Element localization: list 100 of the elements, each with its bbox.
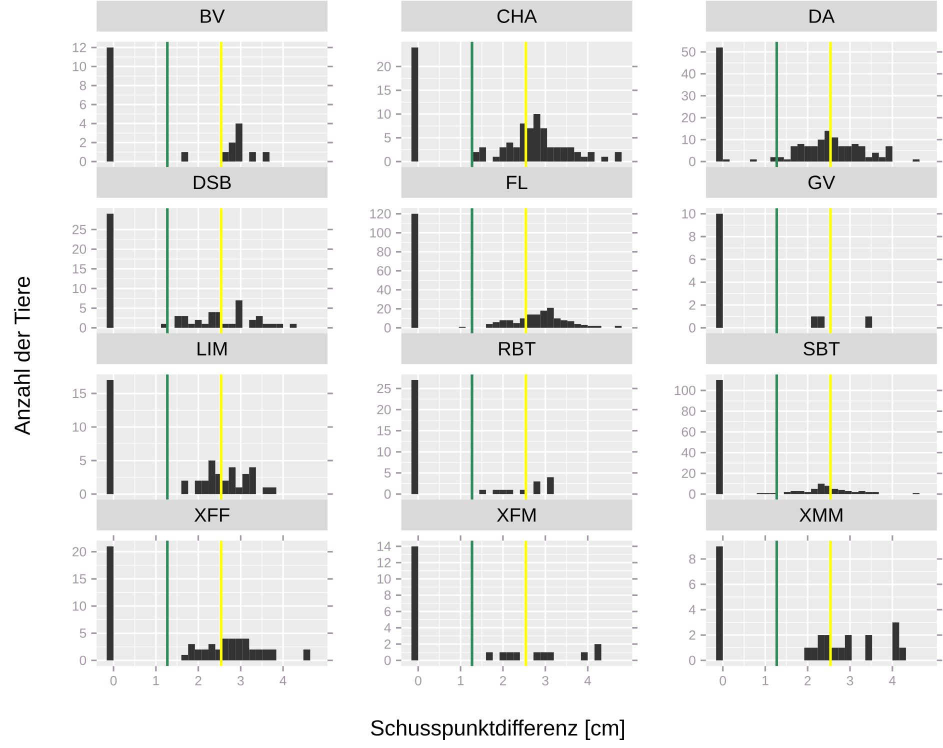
y-tick-label: 60: [682, 427, 696, 437]
y-tick-label: 60: [377, 266, 391, 276]
y-tick-label: 15: [72, 264, 86, 274]
x-tick-label: 2: [500, 676, 506, 686]
y-tick-label: 25: [72, 224, 86, 234]
y-tick-label: 8: [384, 590, 391, 600]
y-tick-label: 5: [80, 628, 86, 638]
y-tick-label: 15: [378, 426, 391, 436]
y-tick-label: 6: [689, 580, 696, 590]
y-tick-label: 20: [377, 405, 391, 414]
x-tick-label: 1: [153, 676, 159, 686]
x-tick-label: 2: [195, 676, 202, 686]
y-tick-label: 5: [384, 133, 391, 143]
x-tick-label: 2: [804, 676, 811, 686]
y-tick-label: 4: [384, 623, 391, 632]
chart-title: FL: [507, 176, 528, 190]
y-axis-title: Anzahl der Tiere: [14, 276, 30, 436]
y-tick-label: 10: [72, 422, 86, 432]
y-tick-label: 0: [384, 157, 391, 166]
y-tick-label: 8: [80, 80, 86, 90]
y-tick-label: 40: [376, 285, 391, 295]
y-tick-label: 20: [377, 62, 391, 72]
y-tick-label: 20: [682, 113, 696, 123]
y-tick-label: 2: [689, 300, 696, 310]
chart-title: XFM: [496, 508, 536, 522]
x-tick-label: 3: [846, 676, 854, 686]
y-tick-label: 10: [72, 284, 86, 294]
y-tick-label: 0: [384, 490, 391, 499]
chart-title: DSB: [194, 176, 231, 190]
y-tick-label: 40: [682, 448, 696, 458]
x-tick-label: 3: [542, 676, 548, 686]
y-tick-label: 0: [80, 490, 86, 499]
x-tick-label: 4: [584, 676, 592, 686]
y-tick-label: 10: [72, 62, 86, 72]
x-tick-label: 0: [415, 676, 422, 686]
chart-title: SBT: [804, 342, 840, 356]
y-tick-label: 2: [80, 138, 86, 148]
y-tick-label: 0: [80, 157, 86, 166]
y-tick-label: 20: [72, 547, 86, 557]
y-tick-label: 15: [72, 574, 86, 584]
y-tick-label: 50: [682, 47, 696, 57]
y-tick-label: 20: [682, 468, 696, 478]
chart-title: GV: [808, 176, 836, 190]
y-tick-label: 30: [682, 91, 696, 101]
y-tick-label: 0: [689, 490, 696, 499]
x-tick-label: 4: [889, 676, 896, 686]
y-tick-label: 10: [682, 135, 696, 144]
y-tick-label: 5: [384, 468, 391, 478]
chart-title: DA: [810, 10, 835, 23]
y-tick-label: 10: [378, 574, 391, 584]
y-tick-label: 0: [80, 323, 86, 333]
y-tick-label: 120: [370, 209, 391, 219]
y-tick-label: 6: [384, 606, 391, 616]
y-tick-label: 5: [80, 456, 86, 466]
y-tick-label: 2: [689, 630, 696, 640]
y-tick-label: 0: [384, 656, 391, 666]
y-tick-label: 10: [72, 602, 86, 611]
y-tick-label: 12: [378, 558, 391, 568]
y-tick-label: 0: [689, 323, 696, 333]
y-tick-label: 80: [377, 247, 391, 257]
chart-title: XFF: [194, 508, 230, 522]
y-tick-label: 14: [378, 542, 391, 552]
y-tick-label: 25: [377, 384, 391, 394]
chart-title: LIM: [198, 342, 226, 356]
y-tick-label: 20: [377, 304, 391, 314]
y-tick-label: 5: [80, 304, 86, 313]
y-tick-label: 12: [72, 43, 86, 52]
y-tick-label: 6: [689, 254, 696, 264]
y-tick-label: 40: [682, 69, 696, 79]
y-tick-label: 100: [370, 228, 391, 238]
y-tick-label: 0: [689, 656, 696, 666]
y-tick-label: 20: [72, 244, 86, 254]
y-tick-label: 8: [689, 554, 696, 564]
y-tick-label: 100: [674, 386, 696, 396]
chart-title: BV: [200, 10, 225, 23]
y-tick-label: 8: [689, 232, 696, 242]
y-tick-label: 6: [80, 100, 86, 110]
y-tick-label: 80: [682, 406, 696, 416]
y-tick-label: 2: [384, 640, 391, 649]
y-tick-label: 10: [378, 447, 391, 457]
x-tick-label: 0: [720, 676, 726, 686]
y-tick-label: 4: [688, 278, 696, 287]
y-tick-label: 4: [688, 605, 696, 614]
x-tick-label: 4: [280, 676, 286, 686]
y-tick-label: 10: [682, 209, 696, 219]
y-tick-label: 0: [384, 323, 391, 333]
x-axis-title: Schusspunktdifferenz [cm]: [371, 720, 624, 740]
x-tick-label: 0: [110, 676, 117, 686]
x-tick-label: 1: [458, 676, 464, 686]
y-tick-label: 15: [72, 388, 86, 398]
y-tick-label: 4: [80, 119, 86, 128]
x-tick-label: 3: [238, 676, 244, 686]
y-tick-label: 0: [80, 656, 86, 666]
x-tick-label: 1: [762, 676, 768, 686]
chart-title: RBT: [499, 342, 536, 356]
chart-title: XMM: [799, 508, 842, 522]
y-tick-label: 15: [378, 86, 391, 96]
chart-title: CHA: [497, 10, 537, 24]
y-tick-label: 0: [689, 157, 696, 166]
y-tick-label: 10: [378, 110, 391, 119]
